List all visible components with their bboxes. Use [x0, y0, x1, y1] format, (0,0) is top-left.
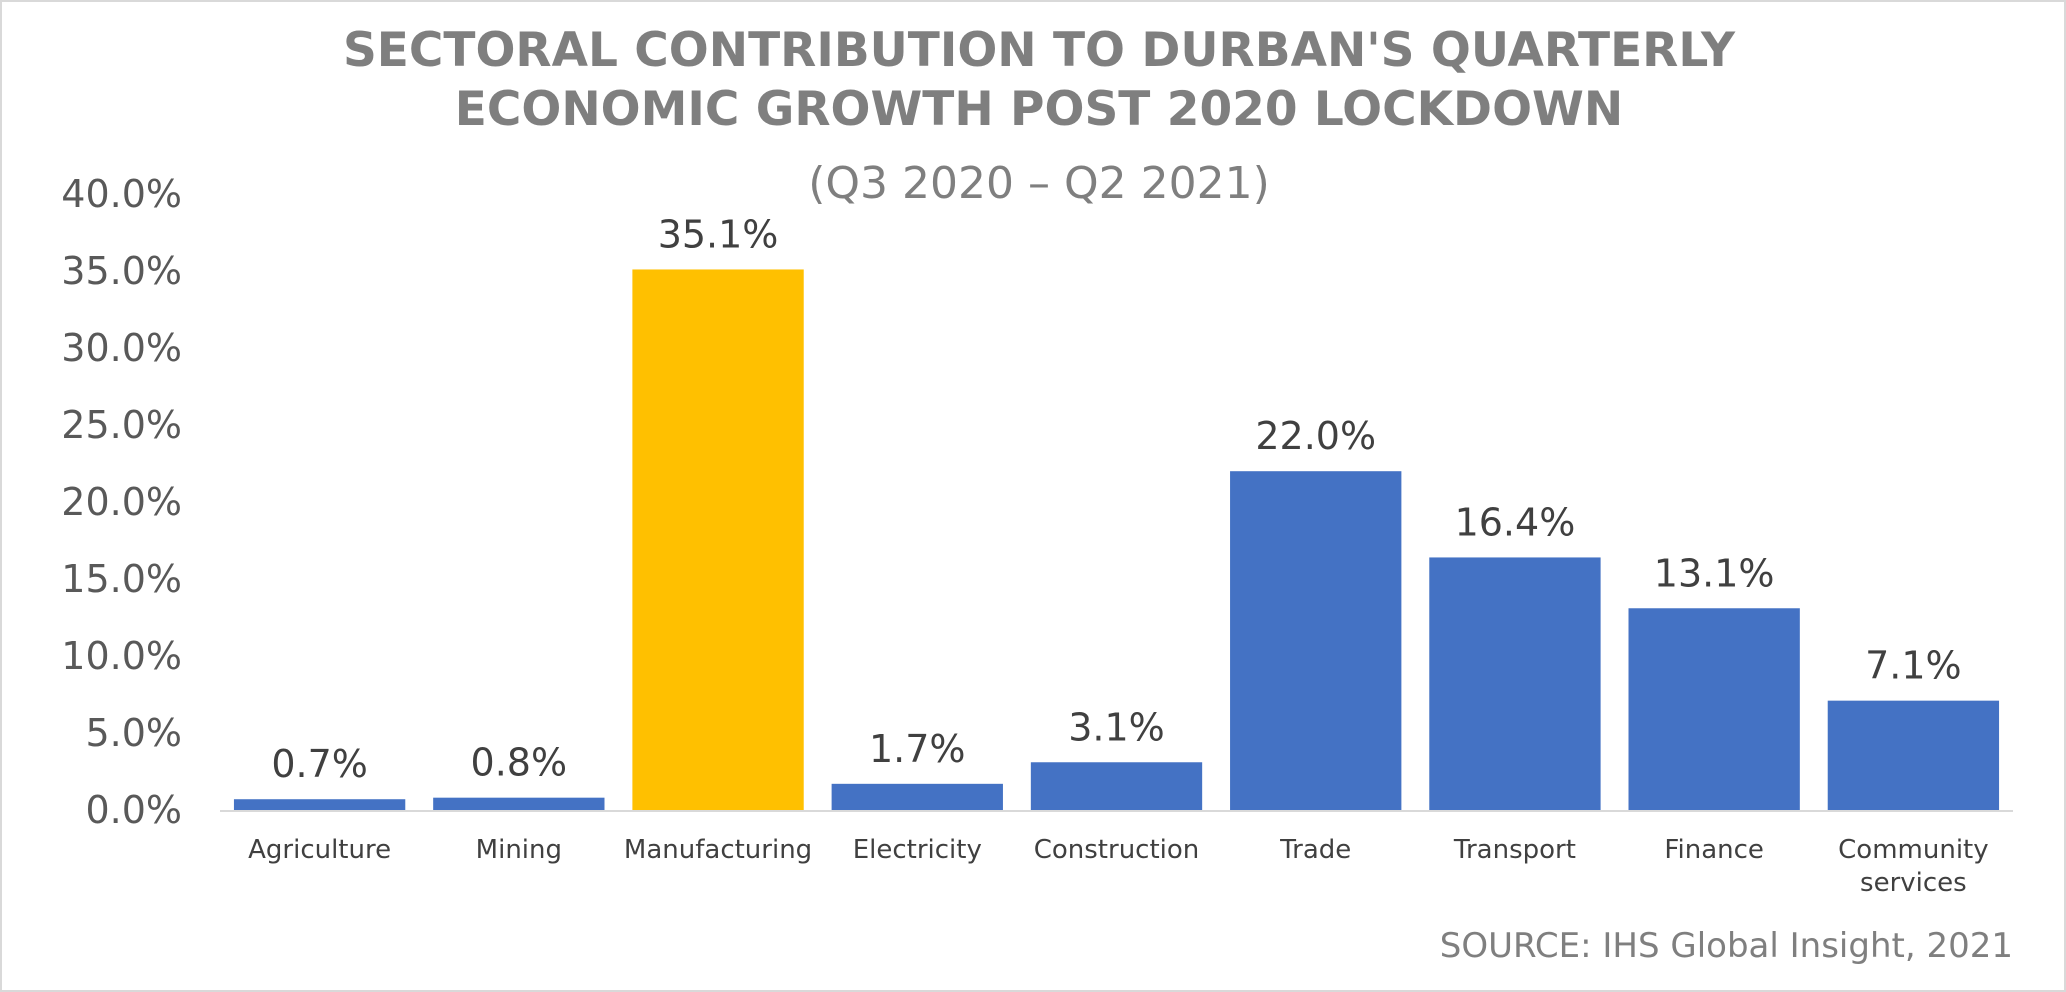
data-label: 35.1%: [658, 212, 779, 256]
bar: [233, 799, 406, 810]
bar: [831, 783, 1003, 810]
bar: [1429, 557, 1601, 810]
x-tick-label: Construction: [1034, 835, 1200, 865]
source-note: SOURCE: IHS Global Insight, 2021: [1440, 926, 2013, 966]
data-label: 1.7%: [869, 727, 966, 771]
data-label: 7.1%: [1865, 644, 1962, 688]
y-tick-label: 25.0%: [61, 403, 182, 447]
x-tick-label: Community: [1838, 835, 1988, 865]
bar: [1628, 608, 1800, 810]
y-tick-label: 40.0%: [61, 172, 182, 216]
bar: [632, 269, 804, 811]
x-tick-label: Agriculture: [248, 835, 391, 865]
chart-subtitle: (Q3 2020 – Q2 2021): [808, 158, 1269, 209]
y-tick-label: 30.0%: [61, 326, 182, 370]
data-labels-group: 0.7% 0.8% 35.1% 1.7% 3.1% 22.0% 16.4% 13.1% 7.1%: [271, 212, 1961, 786]
bar: [1827, 700, 2000, 810]
chart-title-line-1: SECTORAL CONTRIBUTION TO DURBAN'S QUARTE…: [343, 23, 1736, 78]
x-tick-label: Electricity: [853, 835, 982, 865]
y-tick-label: 10.0%: [61, 634, 182, 678]
data-label: 0.7%: [271, 742, 368, 786]
data-label: 22.0%: [1255, 414, 1376, 458]
bar: [433, 797, 605, 810]
y-tick-label: 0.0%: [85, 788, 182, 832]
x-tick-label: Trade: [1279, 835, 1351, 865]
y-axis: 0.0% 5.0% 10.0% 15.0% 20.0% 25.0% 30.0% 35.0% 40…: [61, 172, 182, 832]
x-axis: Agriculture Mining Manufacturing Electricit…: [220, 810, 2013, 898]
data-label: 0.8%: [471, 741, 568, 785]
data-label: 13.1%: [1654, 551, 1775, 595]
y-tick-label: 35.0%: [61, 249, 182, 293]
chart-title-line-2: ECONOMIC GROWTH POST 2020 LOCKDOWN: [455, 82, 1623, 137]
y-tick-label: 5.0%: [85, 711, 182, 755]
data-label: 16.4%: [1455, 500, 1576, 544]
y-tick-label: 15.0%: [61, 557, 182, 601]
x-tick-label: Transport: [1453, 835, 1576, 865]
y-tick-label: 20.0%: [61, 480, 182, 524]
x-tick-label: Mining: [476, 835, 562, 865]
data-label: 3.1%: [1068, 705, 1165, 749]
x-tick-label: services: [1860, 868, 1967, 898]
bar: [1030, 762, 1203, 810]
bars-group: [233, 269, 2000, 811]
x-tick-label: Finance: [1664, 835, 1763, 865]
x-tick-label: Manufacturing: [624, 835, 812, 865]
bar: [1230, 471, 1402, 810]
